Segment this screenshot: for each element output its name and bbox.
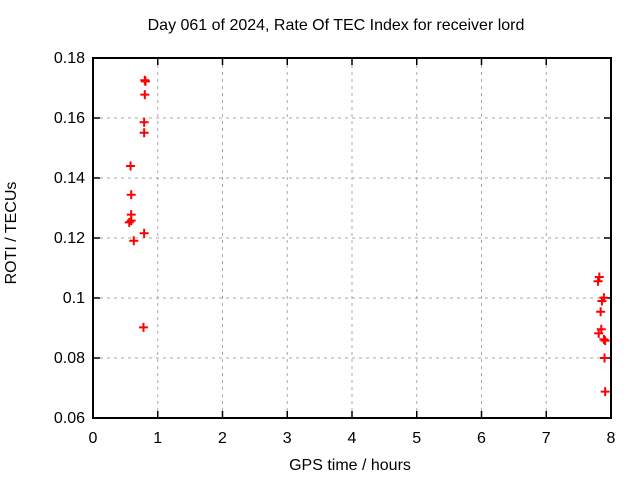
data-point-marker [139,117,149,127]
data-point-marker [594,272,604,282]
y-tick-label: 0.14 [54,170,85,187]
data-point-marker [593,276,603,286]
x-tick-label: 0 [89,430,98,447]
data-point-marker [594,328,604,338]
data-point-marker [140,90,150,100]
data-point-marker [139,322,149,332]
data-point-marker [599,334,609,344]
y-tick-label: 0.08 [54,350,85,367]
y-tick-label: 0.18 [54,50,85,67]
data-point-marker [129,236,139,246]
data-point-marker [600,353,610,363]
x-axis-label: GPS time / hours [289,457,411,474]
data-point-marker [140,76,150,86]
plot-border [92,57,612,419]
data-point-marker [597,296,607,306]
x-tick-label: 2 [218,430,227,447]
data-point-marker [139,128,149,138]
y-tick-label: 0.16 [54,110,85,127]
x-tick-label: 7 [542,430,551,447]
y-tick-label: 0.12 [54,230,85,247]
y-axis-label: ROTI / TECUs [3,182,20,285]
grid-layer [93,58,611,418]
data-point-marker [596,307,606,317]
x-tick-label: 5 [412,430,421,447]
data-point-marker [126,161,136,171]
data-point-marker [126,190,136,200]
data-point-marker [600,387,610,397]
y-tick-label: 0.1 [63,290,85,307]
tick-label-layer: 0 1 2 3 4 5 6 7 8 0.06 0.08 0.1 0.12 0.14 0.16 0.18 [54,50,616,447]
x-tick-label: 1 [153,430,162,447]
x-tick-label: 8 [607,430,616,447]
data-point-layer [124,75,610,397]
data-point-marker [124,217,134,227]
y-tick-label: 0.06 [54,410,85,427]
data-point-marker [600,336,610,346]
chart-title: Day 061 of 2024, Rate Of TEC Index for r… [148,17,525,34]
data-point-marker [126,216,136,226]
x-tick-label: 3 [283,430,292,447]
x-tick-label: 6 [477,430,486,447]
data-point-marker [139,228,149,238]
x-tick-label: 4 [348,430,357,447]
